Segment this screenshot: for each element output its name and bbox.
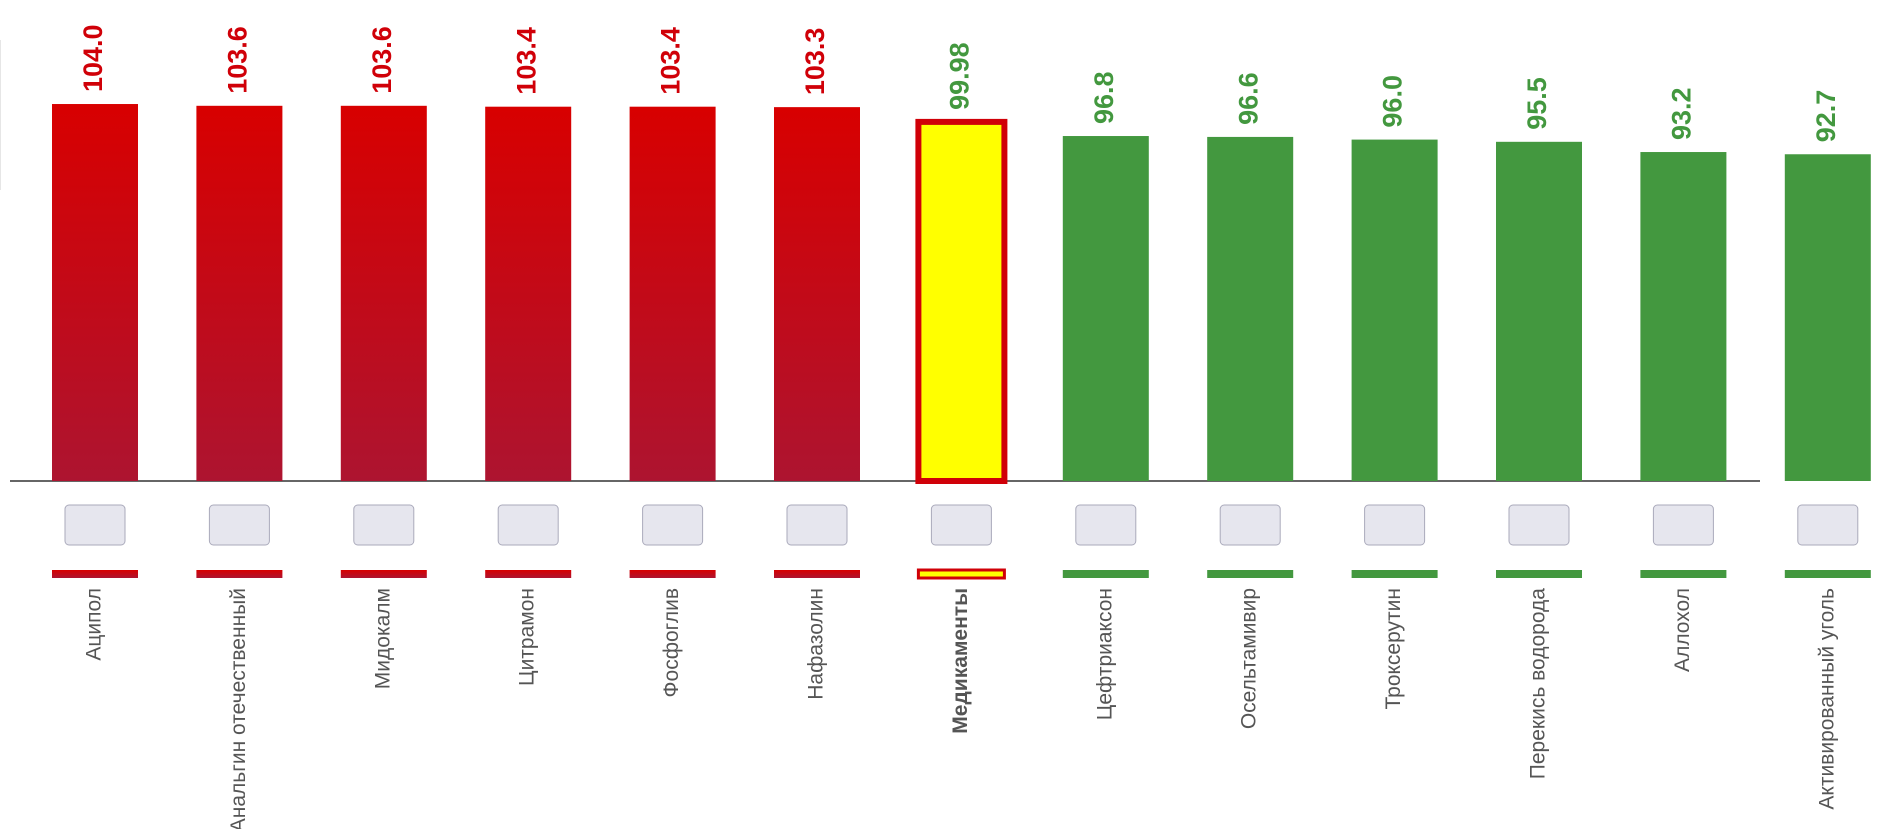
bar bbox=[629, 106, 716, 481]
bar bbox=[1351, 139, 1438, 481]
bar bbox=[915, 118, 1008, 484]
x-tick-label: Мидокалм bbox=[371, 588, 394, 689]
product-icon bbox=[1364, 504, 1426, 546]
value-label: 103.6 bbox=[367, 26, 397, 94]
x-tick-label: Анальгин отечественный bbox=[227, 588, 250, 829]
x-tick-label: Аципол bbox=[83, 588, 106, 661]
color-strip bbox=[1784, 570, 1871, 578]
product-icon bbox=[1075, 504, 1137, 546]
product-icon bbox=[642, 504, 704, 546]
x-tick-label: Фосфоглив bbox=[660, 588, 683, 697]
x-tick-label: Осельтамивир bbox=[1238, 588, 1261, 729]
product-icon bbox=[497, 504, 559, 546]
x-tick-label: Цитрамон bbox=[516, 588, 539, 686]
color-strip bbox=[1062, 570, 1149, 578]
color-strip bbox=[629, 570, 716, 578]
value-label: 93.2 bbox=[1667, 87, 1697, 140]
value-label: 103.4 bbox=[511, 27, 541, 95]
x-tick-label: Активированный уголь bbox=[1815, 588, 1838, 810]
value-label: 99.98 bbox=[945, 42, 975, 110]
x-tick-label: Троксерутин bbox=[1382, 588, 1405, 710]
bar bbox=[485, 106, 572, 481]
value-label: 103.6 bbox=[223, 26, 253, 94]
product-icon bbox=[64, 504, 126, 546]
value-label: 96.0 bbox=[1378, 75, 1408, 128]
x-tick-label: Медикаменты bbox=[949, 588, 972, 734]
bar bbox=[1784, 154, 1871, 481]
x-tick-label: Аллохол bbox=[1671, 588, 1694, 672]
bar bbox=[340, 105, 427, 481]
product-icon bbox=[1797, 504, 1859, 546]
color-strip bbox=[1640, 570, 1727, 578]
product-icon bbox=[1219, 504, 1281, 546]
value-label: 92.7 bbox=[1811, 90, 1841, 143]
value-label: 96.8 bbox=[1089, 71, 1119, 124]
value-label: 103.3 bbox=[800, 28, 830, 96]
product-icon bbox=[1508, 504, 1570, 546]
bar bbox=[1062, 136, 1149, 481]
bar bbox=[774, 107, 860, 481]
bar bbox=[1207, 136, 1294, 481]
bar bbox=[1496, 141, 1582, 481]
value-label: 95.5 bbox=[1522, 77, 1552, 130]
product-icon bbox=[353, 504, 415, 546]
product-icon bbox=[930, 504, 992, 546]
bar bbox=[196, 105, 283, 481]
bar bbox=[52, 104, 138, 481]
value-label: 103.4 bbox=[656, 27, 686, 95]
color-strip bbox=[1207, 570, 1294, 578]
x-tick-label: Цефтриаксон bbox=[1093, 588, 1116, 720]
product-icon bbox=[786, 504, 848, 546]
color-strip bbox=[1351, 570, 1438, 578]
value-label: 104.0 bbox=[78, 24, 108, 92]
bar bbox=[1640, 152, 1727, 481]
color-strip bbox=[1496, 570, 1582, 578]
x-tick-label: Нафазолин bbox=[805, 588, 828, 700]
color-strip bbox=[485, 570, 572, 578]
value-label: 96.6 bbox=[1233, 72, 1263, 125]
color-strip bbox=[196, 570, 283, 578]
color-strip bbox=[52, 570, 138, 578]
x-tick-label: Перекись водорода bbox=[1527, 588, 1550, 780]
product-icon bbox=[208, 504, 270, 546]
product-icon bbox=[1652, 504, 1714, 546]
color-strip bbox=[340, 570, 427, 578]
color-strip bbox=[774, 570, 860, 578]
color-strip bbox=[916, 568, 1006, 580]
